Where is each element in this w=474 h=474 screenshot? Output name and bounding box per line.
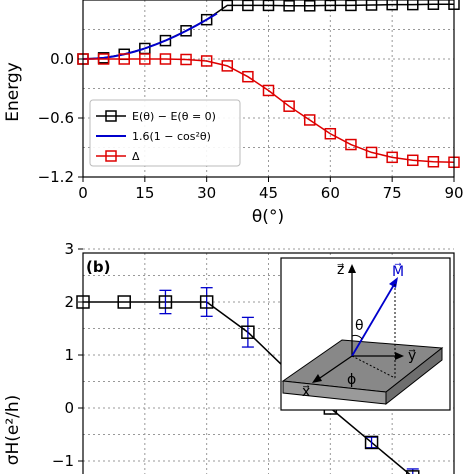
b-y-tick-label-2: 1 — [64, 346, 74, 364]
panel-a-legend: E(θ) − E(θ = 0) 1.6(1 − cos²θ) Δ — [89, 99, 241, 167]
panel-b-label: (b) — [86, 258, 110, 276]
b-point-1 — [117, 295, 131, 309]
series-0-point-4 — [159, 34, 172, 47]
inset-x-label: x⃗ — [302, 384, 310, 400]
inset-z-label: z⃗ — [337, 262, 344, 278]
y-tick-label-2: 0.0 — [50, 50, 74, 68]
series-0-point-16 — [407, 0, 419, 11]
inset-theta-label: θ — [355, 318, 364, 334]
b-y-tick-label-3: 2 — [64, 293, 74, 311]
series-2-point-15 — [386, 151, 398, 164]
panel-b-ticks: −1 0 1 2 3 — [52, 240, 83, 470]
series-2-point-11 — [303, 114, 316, 126]
series-2-point-1 — [97, 53, 110, 65]
legend-entry-2: Δ — [132, 150, 140, 163]
series-line-2 — [83, 58, 455, 163]
theta-arc — [351, 334, 363, 340]
b-point-2 — [158, 295, 173, 309]
x-axis-arrow — [316, 355, 353, 381]
series-2-point-17 — [427, 156, 440, 168]
y-tick-label-0: −1.2 — [38, 168, 74, 186]
y-tick-label-1: −0.6 — [38, 109, 74, 127]
inset-y-label: y⃗ — [408, 348, 416, 364]
panel-a-xlabel: θ(°) — [252, 207, 284, 227]
y-arrowhead — [395, 352, 404, 360]
x-tick-label-0: 0 — [78, 184, 88, 202]
panel-b-ylabel: σH(e²/h) — [3, 395, 23, 466]
inset-phi-label: ϕ — [347, 372, 356, 388]
series-2-point-2 — [118, 53, 130, 65]
b-point-3 — [199, 295, 214, 309]
b-y-tick-label-4: 3 — [64, 240, 74, 258]
panel-b-frame — [82, 252, 455, 474]
series-0-point-15 — [386, 0, 398, 11]
legend-marker-red — [105, 150, 117, 162]
b-point-7 — [364, 435, 379, 450]
projection-base — [351, 355, 396, 379]
panel-a-series — [77, 0, 460, 168]
m-arrowhead — [389, 277, 398, 288]
inset-slab-side — [385, 346, 443, 406]
inset: z⃗ M⃗ θ y⃗ x⃗ ϕ — [280, 257, 451, 411]
series-2-point-3 — [139, 53, 151, 65]
series-2-point-7 — [221, 60, 234, 72]
series-0-point-5 — [180, 25, 192, 37]
legend-marker-black — [105, 110, 117, 122]
series-2-point-12 — [324, 127, 337, 140]
series-2-point-14 — [365, 146, 378, 159]
legend-entry-0: E(θ) − E(θ = 0) — [132, 110, 216, 123]
series-0-point-6 — [200, 13, 213, 26]
x-tick-label-3: 45 — [259, 184, 278, 202]
panel-a-ticks: 0 15 30 45 60 75 90 −1.2 −0.6 0.0 — [38, 50, 464, 202]
b-point-8 — [406, 470, 420, 474]
series-2-point-8 — [242, 70, 254, 83]
series-2-point-10 — [283, 100, 295, 112]
series-line-1 — [82, 12, 218, 60]
series-2-point-13 — [345, 138, 357, 151]
series-0-point-10 — [283, 0, 295, 12]
inset-m-label: M⃗ — [392, 262, 404, 280]
series-0-point-17 — [427, 0, 440, 10]
z-arrowhead — [348, 264, 356, 273]
legend-entry-1: 1.6(1 − cos²θ) — [132, 130, 211, 143]
b-point-4 — [241, 325, 255, 339]
b-y-tick-label-1: 0 — [64, 399, 74, 417]
m-vector — [351, 282, 396, 357]
series-2-point-9 — [262, 84, 275, 97]
x-tick-label-2: 30 — [197, 184, 216, 202]
series-2-point-16 — [407, 154, 419, 167]
series-0-point-11 — [303, 0, 316, 12]
x-tick-label-1: 15 — [135, 184, 154, 202]
x-arrowhead — [312, 374, 322, 383]
x-tick-label-6: 90 — [444, 184, 463, 202]
panel-b: −1 0 1 2 3 (b) σH(e²/h) z⃗ M⃗ θ y⃗ x⃗ ϕ — [3, 240, 455, 474]
panel-a-ylabel: Energy — [3, 62, 23, 122]
x-tick-label-5: 75 — [383, 184, 402, 202]
series-2-point-6 — [200, 55, 213, 67]
series-2-point-4 — [159, 53, 172, 65]
b-y-tick-label-0: −1 — [52, 452, 74, 470]
legend-box — [89, 99, 241, 167]
panel-a: 0 15 30 45 60 75 90 −1.2 −0.6 0.0 θ(°) Energy E(θ… — [3, 0, 464, 227]
series-2-point-5 — [180, 53, 192, 66]
x-tick-label-4: 60 — [321, 184, 340, 202]
